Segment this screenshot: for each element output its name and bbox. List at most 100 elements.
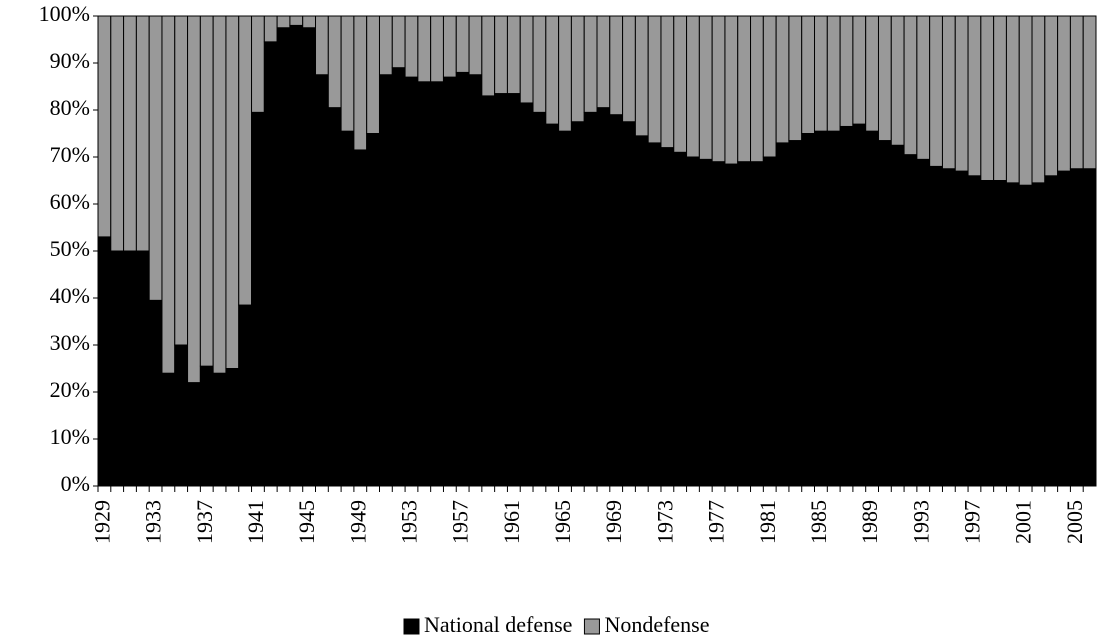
bar-segment <box>1005 182 1020 487</box>
bar-segment <box>711 161 726 487</box>
y-tick-label: 30% <box>50 330 90 355</box>
bar-segment <box>263 15 278 43</box>
bar-segment <box>430 15 444 83</box>
bar-segment <box>890 15 905 146</box>
bar-segment <box>212 372 227 487</box>
bar-segment <box>609 15 624 116</box>
bar-segment <box>481 15 496 97</box>
bar-segment <box>430 81 444 487</box>
bar-segment <box>941 168 956 487</box>
bar-segment <box>814 15 828 132</box>
bar-segment <box>251 15 265 113</box>
bar-segment <box>327 15 342 109</box>
bar-segment <box>289 24 304 487</box>
legend-swatch <box>403 618 420 635</box>
bar-segment <box>634 135 649 487</box>
bar-segment <box>967 15 982 177</box>
bar-segment <box>532 15 547 113</box>
bar-segment <box>353 149 368 487</box>
bar-segment <box>1018 184 1033 487</box>
bar-segment <box>315 74 329 487</box>
x-tick-label: 1981 <box>755 500 780 544</box>
bar-segment <box>903 154 918 487</box>
bar-segment <box>1044 15 1059 177</box>
x-tick-label: 1929 <box>89 500 114 544</box>
bar-segment <box>340 15 355 132</box>
bar-segment <box>302 15 317 29</box>
bar-segment <box>251 111 265 487</box>
y-tick-label: 50% <box>50 236 90 261</box>
x-tick-label: 1949 <box>345 500 370 544</box>
x-tick-label: 1957 <box>448 500 473 544</box>
legend-label: National defense <box>424 612 572 637</box>
bar-segment <box>123 15 137 252</box>
bar-segment <box>583 111 598 487</box>
bar-segment <box>647 142 662 487</box>
bar-segment <box>877 140 892 487</box>
x-tick-label: 1993 <box>908 500 933 544</box>
bar-segment <box>302 27 317 487</box>
x-tick-label: 1973 <box>652 500 677 544</box>
bar-segment <box>750 15 764 163</box>
bar-segment <box>609 114 624 487</box>
bar-segment <box>622 15 636 123</box>
x-tick-label: 1969 <box>601 500 626 544</box>
bar-segment <box>366 15 380 134</box>
bar-segment <box>673 15 688 153</box>
bar-segment <box>148 299 163 487</box>
bar-segment <box>161 15 176 374</box>
bar-segment <box>558 15 572 132</box>
y-tick-label: 60% <box>50 189 90 214</box>
bar-segment <box>775 15 790 144</box>
bar-segment <box>545 123 560 487</box>
bar-segment <box>788 15 803 142</box>
bar-segment <box>174 344 189 487</box>
bar-segment <box>570 121 585 487</box>
bar-segment <box>877 15 892 142</box>
bar-segment <box>187 15 201 384</box>
bar-segment <box>724 163 739 487</box>
bar-segment <box>187 382 201 487</box>
bar-segment <box>1082 15 1097 170</box>
x-tick-label: 1961 <box>499 500 524 544</box>
y-tick-label: 70% <box>50 142 90 167</box>
bar-segment <box>289 15 304 26</box>
bar-segment <box>148 15 163 301</box>
bar-segment <box>890 144 905 487</box>
bar-segment <box>775 142 790 487</box>
bar-segment <box>558 130 572 487</box>
bar-segment <box>762 15 777 158</box>
bar-segment <box>762 156 777 487</box>
y-tick-label: 80% <box>50 95 90 120</box>
bar-segment <box>852 123 867 487</box>
bar-segment <box>1018 15 1033 186</box>
bar-segment <box>660 15 675 149</box>
bar-segment <box>1069 15 1084 170</box>
bar-segment <box>750 161 764 487</box>
bar-segment <box>660 147 675 487</box>
x-tick-label: 1965 <box>550 500 575 544</box>
bar-segment <box>404 15 419 78</box>
bar-segment <box>378 15 393 76</box>
bar-segment <box>212 15 227 374</box>
bar-segment <box>737 15 752 163</box>
bar-segment <box>225 15 240 369</box>
bar-segment <box>1069 168 1084 487</box>
bar-segment <box>814 130 828 487</box>
bar-segment <box>1082 168 1097 487</box>
bar-segment <box>506 93 521 487</box>
bar-segment <box>1057 15 1071 172</box>
x-tick-label: 1997 <box>959 500 984 544</box>
bar-segment <box>634 15 649 137</box>
bar-segment <box>468 74 483 487</box>
bar-segment <box>174 15 189 346</box>
bar-segment <box>110 15 125 252</box>
x-tick-label: 1977 <box>704 500 729 544</box>
bar-segment <box>135 250 150 487</box>
bar-segment <box>404 76 419 487</box>
x-tick-label: 1933 <box>141 500 166 544</box>
y-tick-label: 40% <box>50 283 90 308</box>
bar-segment <box>327 107 342 487</box>
bar-segment <box>506 15 521 95</box>
bar-segment <box>993 15 1007 181</box>
